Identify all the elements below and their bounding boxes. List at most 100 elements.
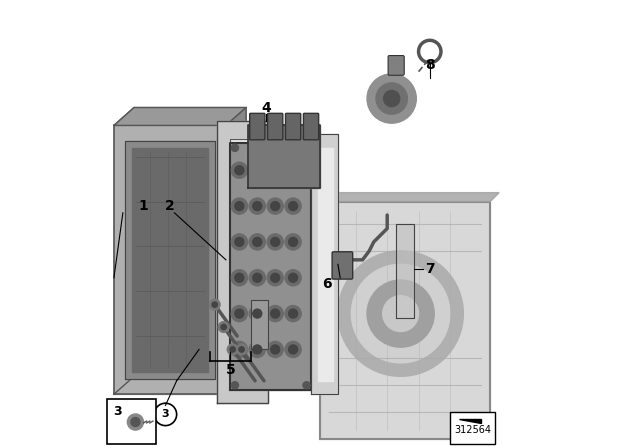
Circle shape [285,234,301,250]
Polygon shape [459,419,481,423]
Circle shape [218,322,229,332]
Polygon shape [248,125,320,188]
Circle shape [271,166,280,175]
Circle shape [236,344,247,355]
Circle shape [249,270,266,286]
Circle shape [239,347,244,352]
Polygon shape [114,108,246,125]
FancyBboxPatch shape [108,399,157,444]
Circle shape [230,347,236,352]
Circle shape [271,237,280,246]
Circle shape [271,309,280,318]
Circle shape [249,162,266,178]
Circle shape [253,309,262,318]
Text: 7: 7 [425,262,435,276]
Text: 3: 3 [113,405,122,418]
Circle shape [227,344,238,355]
Text: 312564: 312564 [454,426,491,435]
Circle shape [231,144,239,151]
Circle shape [231,306,248,322]
Text: 2: 2 [165,199,175,213]
Circle shape [231,234,248,250]
Circle shape [271,345,280,354]
Circle shape [271,202,280,211]
Circle shape [267,306,284,322]
Polygon shape [320,202,490,439]
Circle shape [249,306,266,322]
Circle shape [235,309,244,318]
Circle shape [249,198,266,214]
Circle shape [383,90,400,107]
Text: 4: 4 [261,100,271,115]
Circle shape [285,341,301,358]
Circle shape [367,74,417,123]
Circle shape [231,341,248,358]
FancyBboxPatch shape [303,113,319,140]
Circle shape [235,202,244,211]
Circle shape [289,273,298,282]
Polygon shape [230,143,311,390]
FancyBboxPatch shape [285,113,301,140]
Circle shape [253,237,262,246]
Circle shape [235,345,244,354]
Circle shape [285,198,301,214]
Circle shape [267,162,284,178]
Polygon shape [251,300,269,349]
Circle shape [267,234,284,250]
FancyBboxPatch shape [268,113,283,140]
FancyBboxPatch shape [250,113,265,140]
FancyBboxPatch shape [450,412,495,444]
Circle shape [231,270,248,286]
Circle shape [253,202,262,211]
Circle shape [253,166,262,175]
Circle shape [235,166,244,175]
Circle shape [289,345,298,354]
Text: 1: 1 [138,199,148,213]
Circle shape [376,83,408,114]
Circle shape [235,273,244,282]
Circle shape [303,382,310,389]
Circle shape [267,270,284,286]
Text: 5: 5 [225,362,236,377]
Polygon shape [114,125,226,394]
Text: 6: 6 [322,277,332,292]
Circle shape [221,324,227,330]
Circle shape [338,251,463,376]
Polygon shape [311,134,338,394]
Text: 8: 8 [425,58,435,72]
Polygon shape [125,141,215,379]
Circle shape [289,166,298,175]
Polygon shape [317,148,333,381]
Polygon shape [320,193,499,202]
Circle shape [212,302,218,307]
Circle shape [285,306,301,322]
Circle shape [383,296,419,332]
Circle shape [231,162,248,178]
Circle shape [351,264,450,363]
Circle shape [367,280,435,347]
Circle shape [249,234,266,250]
FancyBboxPatch shape [332,252,353,279]
Polygon shape [230,139,262,385]
Circle shape [289,237,298,246]
Circle shape [249,341,266,358]
FancyBboxPatch shape [388,56,404,75]
Circle shape [131,418,140,426]
Polygon shape [226,108,246,394]
Circle shape [267,198,284,214]
Circle shape [285,270,301,286]
Circle shape [289,309,298,318]
Circle shape [209,299,220,310]
Circle shape [231,382,239,389]
Circle shape [267,341,284,358]
Polygon shape [217,121,269,403]
Polygon shape [396,224,414,318]
Polygon shape [132,148,208,372]
Circle shape [285,162,301,178]
Circle shape [289,202,298,211]
Circle shape [253,345,262,354]
Text: 3: 3 [162,409,169,419]
Circle shape [253,273,262,282]
Circle shape [271,273,280,282]
Circle shape [303,144,310,151]
